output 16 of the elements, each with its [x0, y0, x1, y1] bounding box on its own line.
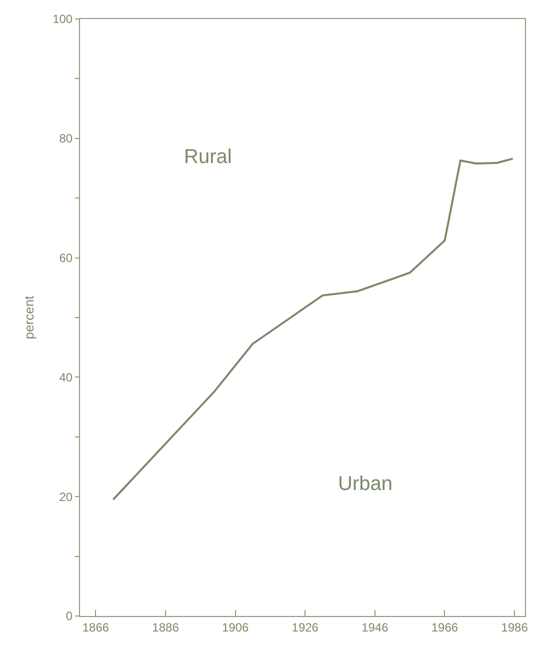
annotation: Rural	[184, 146, 232, 168]
y-tick-label: 80	[59, 132, 73, 146]
x-tick-label: 1946	[362, 620, 389, 634]
y-tick-label: 100	[52, 12, 73, 26]
y-tick-label: 40	[59, 370, 73, 384]
x-tick-label: 1966	[431, 620, 458, 634]
y-tick-label: 0	[66, 609, 73, 624]
y-tick-label: 20	[59, 490, 73, 504]
y-tick-label: 60	[59, 251, 73, 265]
y-axis-title: percent	[22, 295, 37, 340]
x-tick-label: 1926	[292, 620, 319, 634]
x-tick-label: 1986	[501, 620, 528, 634]
x-tick-label: 1886	[152, 620, 180, 634]
annotation: Urban	[338, 473, 392, 495]
x-tick-label: 1906	[222, 620, 249, 634]
x-tick-label: 1866	[82, 620, 110, 634]
